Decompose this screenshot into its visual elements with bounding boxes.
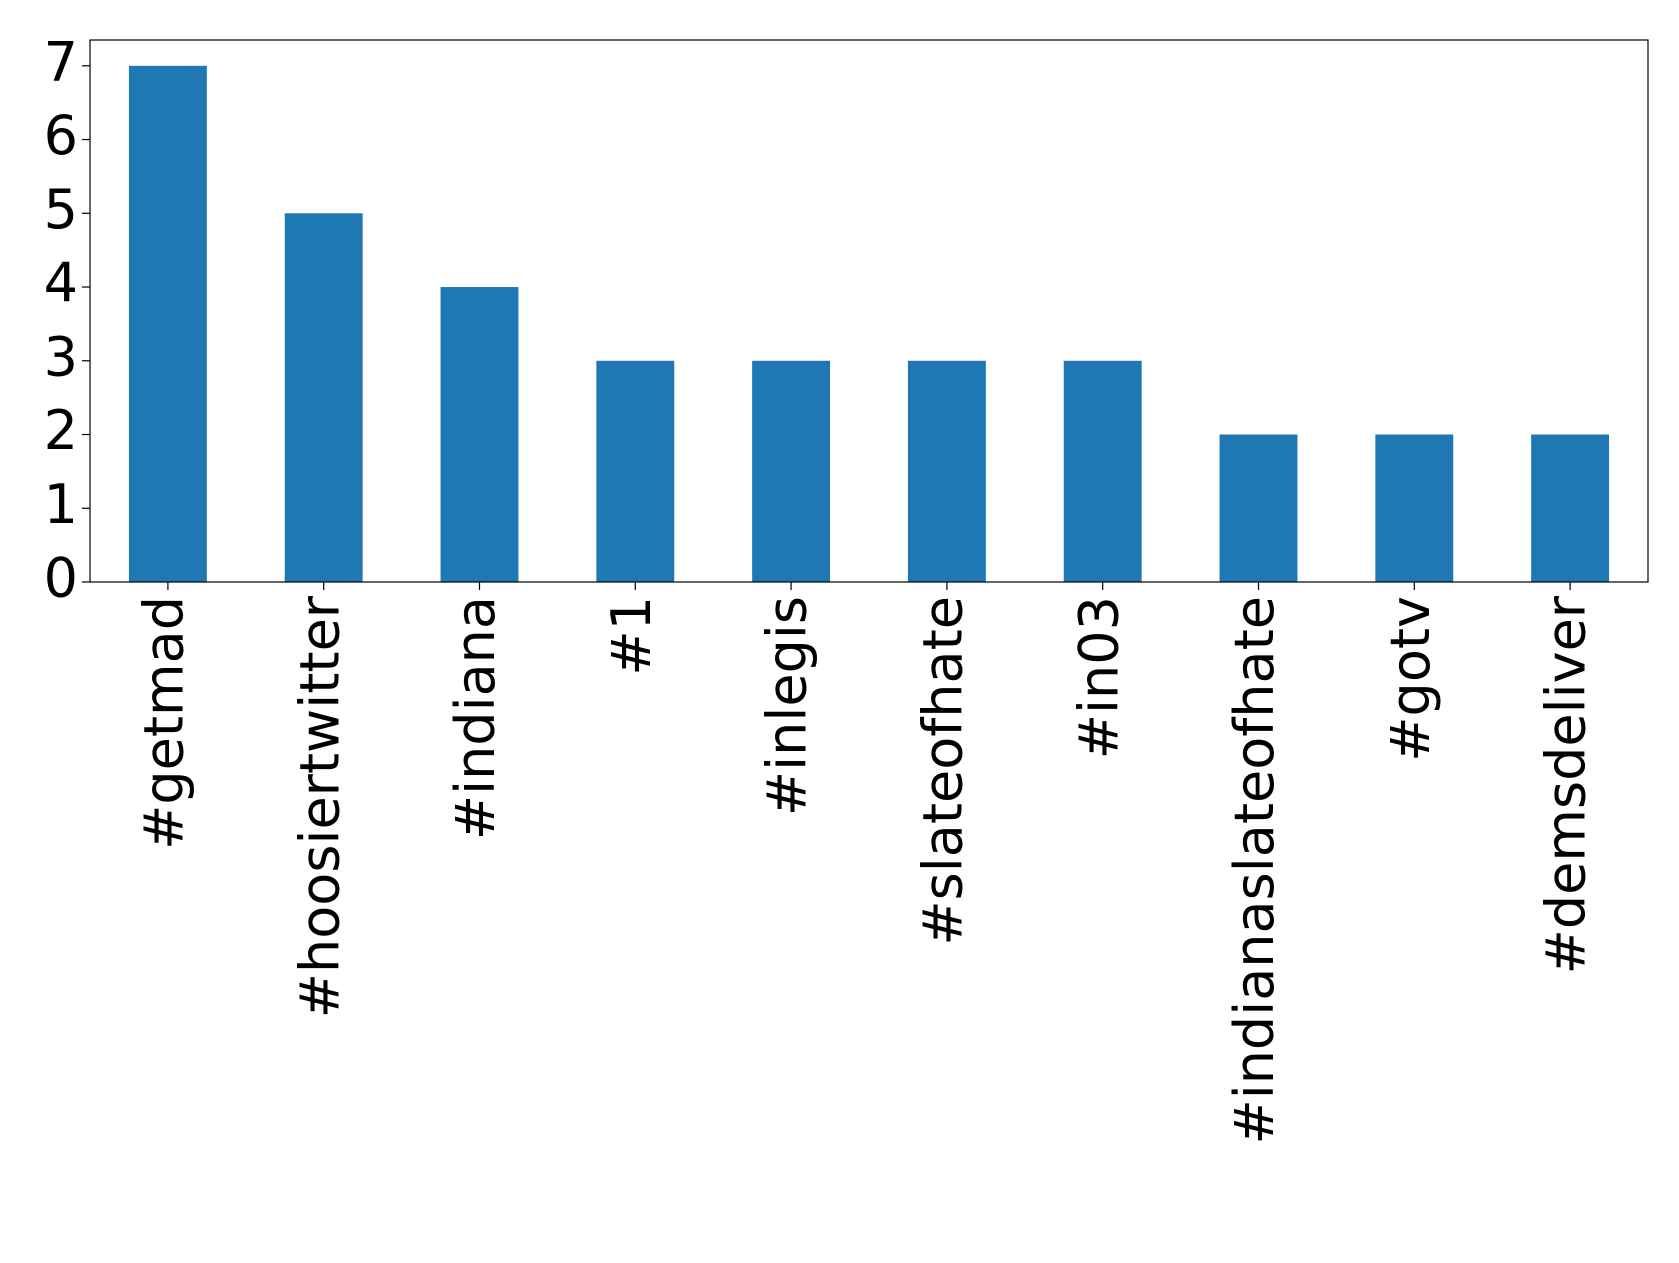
y-tick-label: 5 xyxy=(44,178,78,241)
x-tick-label: #slateofhate xyxy=(912,596,975,946)
bar xyxy=(752,360,831,582)
x-tick-label: #in03 xyxy=(1067,596,1130,759)
y-tick-label: 3 xyxy=(44,325,78,388)
y-tick-label: 6 xyxy=(44,104,78,167)
bar xyxy=(1219,434,1298,582)
x-tick-label: #1 xyxy=(600,596,663,676)
y-tick-label: 1 xyxy=(44,473,78,536)
y-tick-label: 7 xyxy=(44,30,78,93)
y-tick-label: 4 xyxy=(44,252,78,315)
bar xyxy=(440,287,519,582)
bar xyxy=(284,213,363,582)
y-tick-label: 2 xyxy=(44,399,78,462)
x-tick-label: #inlegis xyxy=(756,596,819,816)
y-tick-label: 0 xyxy=(44,547,78,610)
x-tick-label: #gotv xyxy=(1379,596,1442,762)
bar xyxy=(1375,434,1454,582)
bar xyxy=(1531,434,1610,582)
x-tick-label: #hoosiertwitter xyxy=(288,595,351,1018)
plot-frame xyxy=(89,39,1649,583)
bar xyxy=(1063,360,1142,582)
bar xyxy=(907,360,986,582)
x-tick-label: #indianaslateofhate xyxy=(1223,596,1286,1145)
x-tick-label: #indiana xyxy=(444,596,507,840)
bar xyxy=(596,360,675,582)
x-tick-label: #demsdeliver xyxy=(1535,595,1598,974)
bar xyxy=(128,65,207,583)
x-tick-label: #getmad xyxy=(133,596,196,850)
